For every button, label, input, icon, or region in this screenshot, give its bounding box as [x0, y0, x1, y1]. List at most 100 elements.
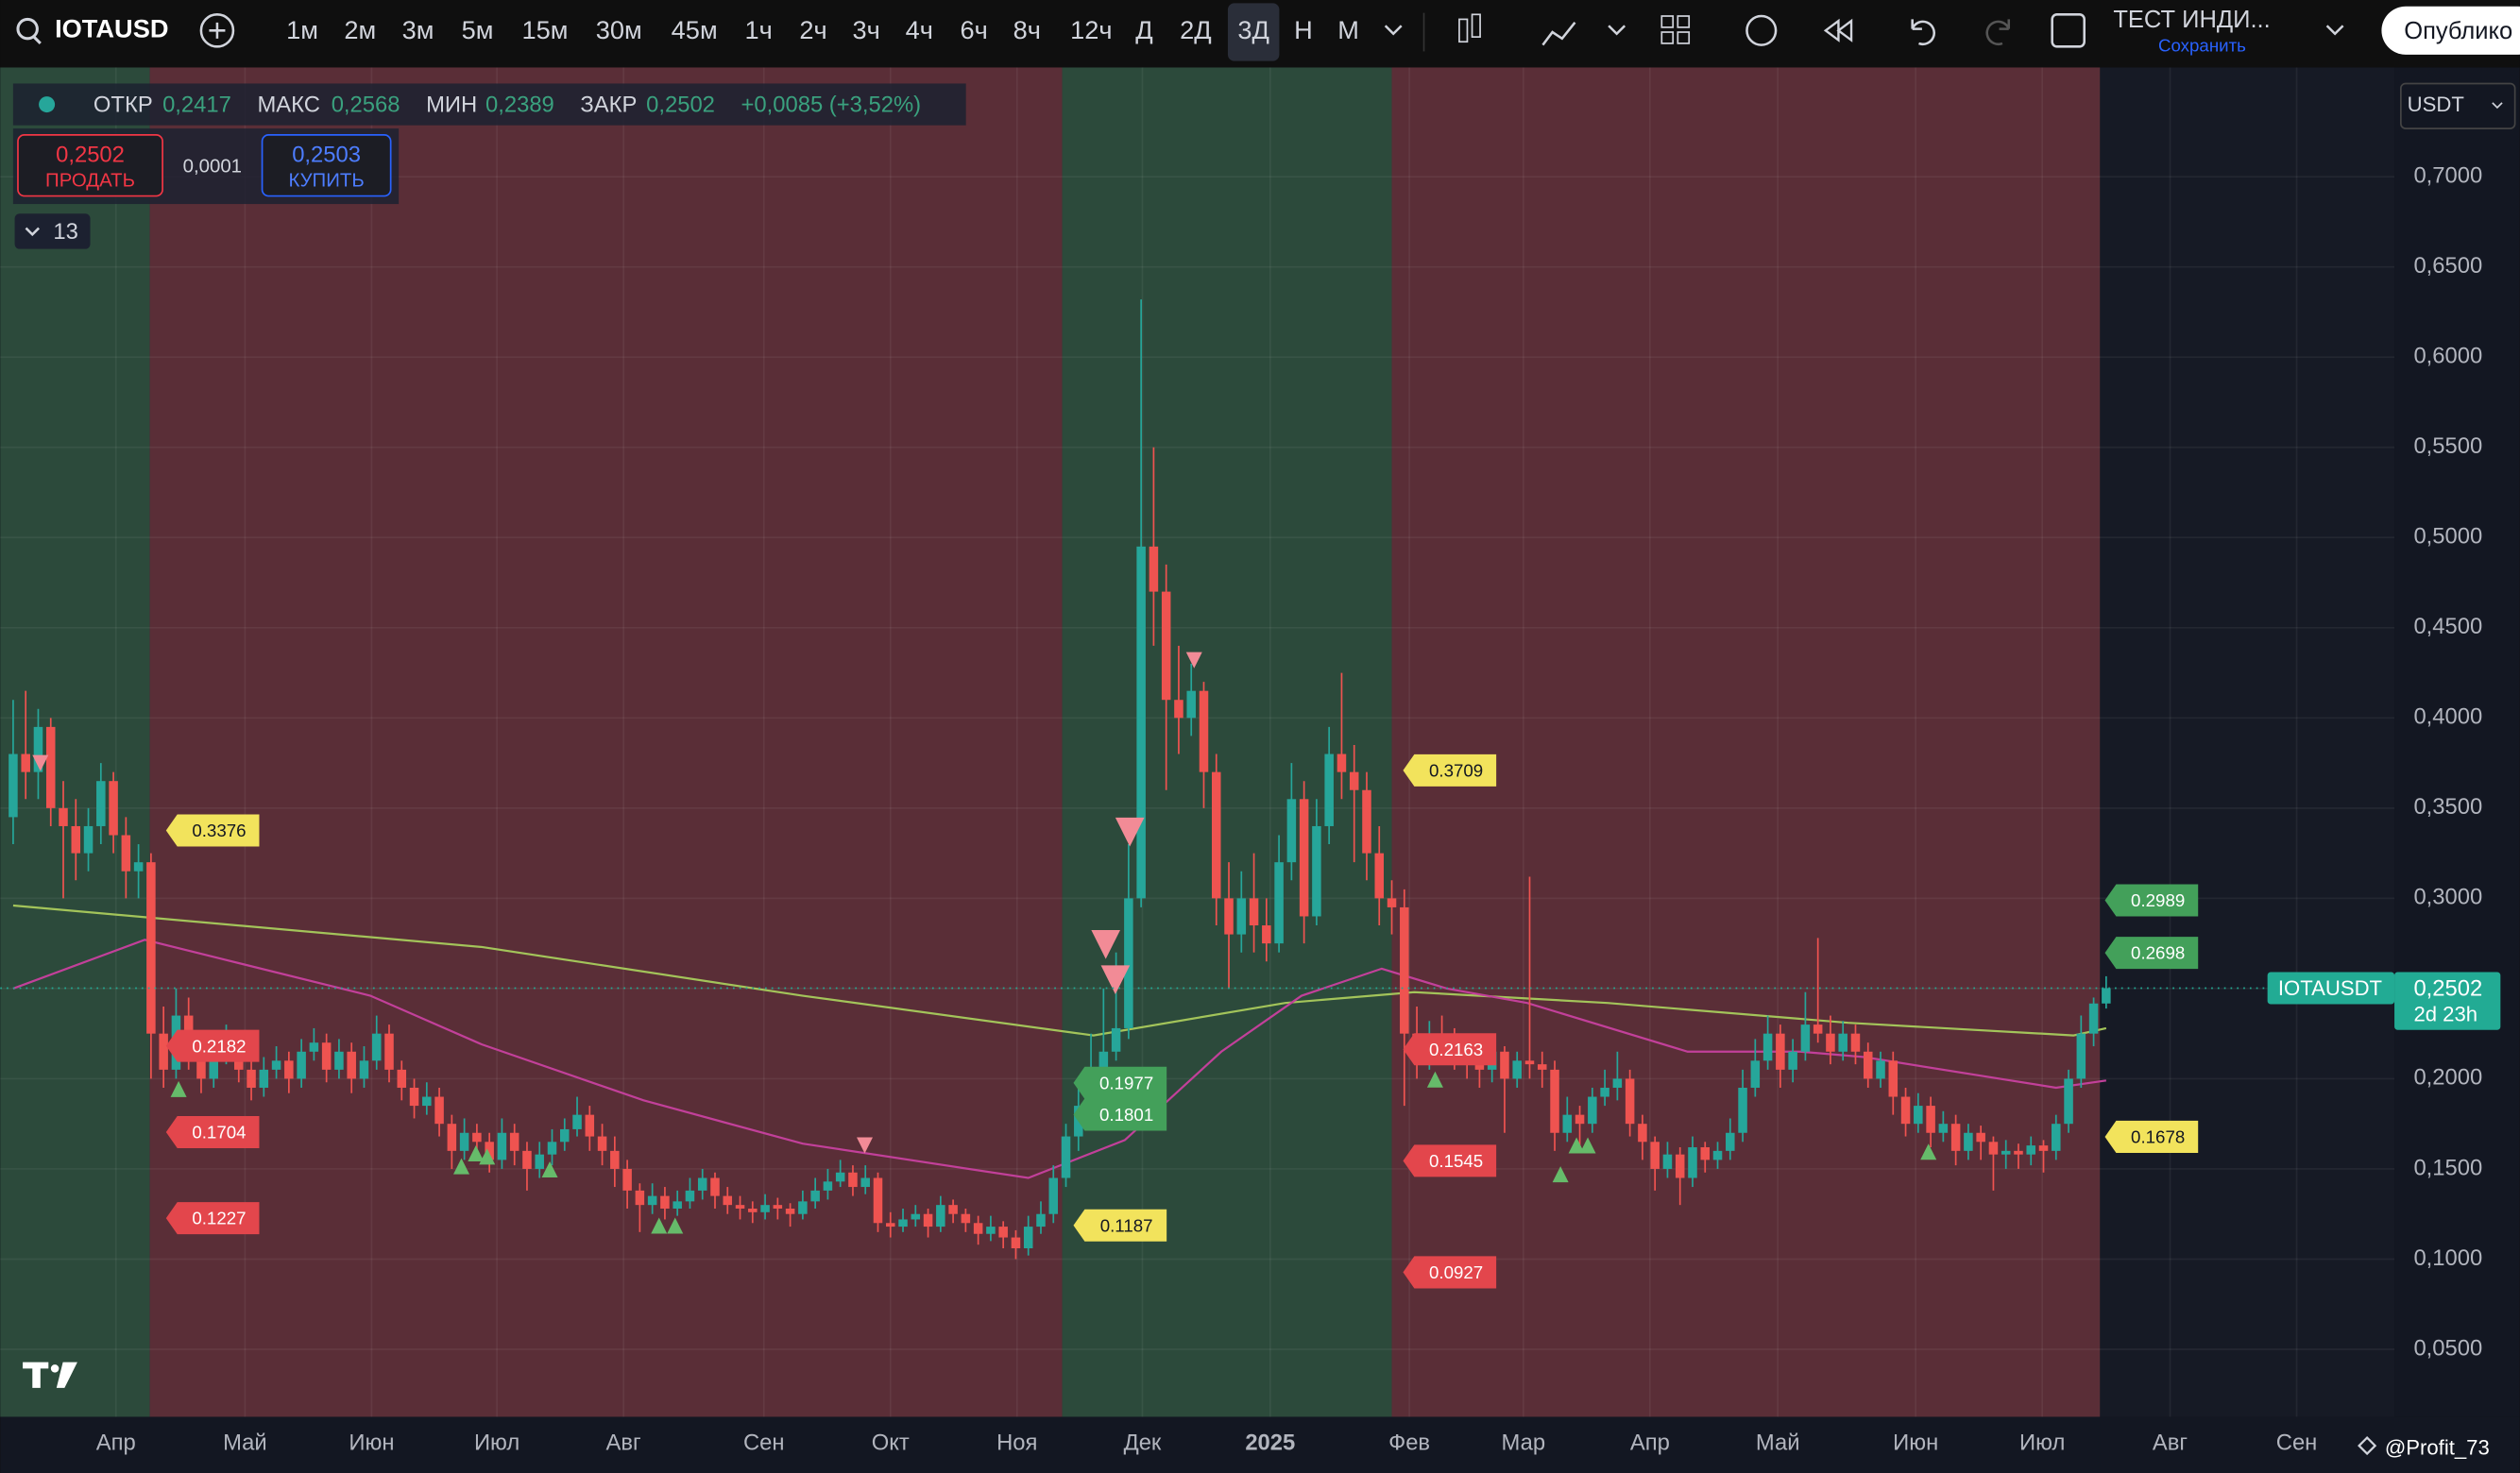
candle-body [810, 1190, 820, 1202]
x-tick-label: Апр [96, 1431, 136, 1456]
search-icon [32, 36, 42, 45]
candle-body [1926, 1106, 1935, 1133]
buy-signal [468, 1144, 485, 1161]
layout-name[interactable]: ТЕСТ ИНДИ... [2113, 7, 2270, 33]
candle-body [1800, 1024, 1811, 1052]
undo-icon[interactable] [1911, 19, 1935, 45]
alert-icon[interactable] [1745, 14, 1778, 46]
chevron [2492, 102, 2503, 110]
currency-selector[interactable] [2400, 82, 2516, 129]
candle-body [1726, 1132, 1735, 1151]
candle-body [522, 1150, 532, 1169]
candle-body [1750, 1060, 1761, 1088]
save-button[interactable]: Сохранить [2158, 35, 2246, 55]
candle-body [1274, 862, 1284, 944]
candle-body [647, 1195, 657, 1206]
interval[interactable]: 15м [521, 15, 568, 44]
candle-body [1762, 1033, 1773, 1061]
candle-body [961, 1213, 971, 1224]
layout-dropdown[interactable] [2325, 25, 2344, 36]
interval-selected[interactable] [1227, 3, 1280, 61]
candle-body [873, 1177, 883, 1224]
y-tick-label: 0,5000 [2413, 524, 2482, 550]
moving-average [12, 939, 2107, 1179]
legend-change: +0,0085 (+3,52%) [741, 93, 922, 118]
interval[interactable]: 2Д [1180, 15, 1212, 44]
symbol[interactable]: IOTAUSD [55, 14, 168, 43]
price-tag-label: 0.1187 [1100, 1215, 1153, 1235]
price-tag-label: 0.3376 [192, 821, 246, 840]
indicators-icon[interactable] [1541, 22, 1626, 46]
search-icon[interactable] [16, 17, 39, 41]
price-tag [165, 814, 260, 847]
x-tick-label: Сен [2276, 1431, 2318, 1456]
interval[interactable]: 6ч [961, 15, 988, 44]
y-tick-label: 0,6000 [2413, 344, 2482, 369]
symbol-tag-label: IOTAUSDT [2278, 976, 2382, 1000]
add-symbol[interactable] [199, 13, 235, 48]
publish-label: Опублико [2404, 18, 2512, 44]
interval[interactable]: 3ч [853, 15, 880, 44]
buy-button[interactable] [261, 134, 392, 197]
interval[interactable]: 1ч [745, 15, 773, 44]
candle-body [622, 1168, 632, 1191]
interval[interactable]: 12ч [1070, 15, 1112, 44]
candle-body [1374, 853, 1385, 899]
y-tick-label: 0,1000 [2413, 1245, 2482, 1271]
candles-icon[interactable] [1458, 13, 1481, 43]
x-tick-label: Май [1756, 1431, 1800, 1456]
buy-signal [1426, 1071, 1443, 1088]
legend-items: ОТКР 0,2417 МАКС 0,2568 МИН 0,2389 ЗАКР 0,2502 [94, 93, 715, 118]
price-tag [1403, 1256, 1497, 1289]
candle-body [710, 1177, 720, 1196]
x-tick-label: Дек [1124, 1431, 1162, 1456]
interval[interactable]: 45м [672, 15, 718, 44]
candle-body [1625, 1078, 1635, 1125]
sell-signal [1091, 929, 1120, 959]
redo-icon[interactable] [1985, 19, 2011, 45]
replay-icon[interactable] [1823, 18, 1853, 42]
candle-body [798, 1201, 808, 1214]
interval[interactable]: 4ч [906, 15, 933, 44]
candle-body [697, 1177, 707, 1191]
candle-body [673, 1201, 682, 1209]
price-tag-label: 0.1801 [1099, 1105, 1153, 1125]
interval[interactable]: 1м [286, 15, 318, 44]
candle-body [1299, 799, 1309, 917]
x-tick-label: Апр [1630, 1431, 1670, 1456]
interval[interactable]: Д [1135, 15, 1152, 44]
candle-body [397, 1069, 407, 1088]
templates-icon[interactable] [1660, 15, 1691, 44]
candle-body [1738, 1087, 1747, 1133]
interval[interactable]: 2ч [799, 15, 826, 44]
candle-body [1036, 1213, 1046, 1228]
buy-signal [452, 1158, 470, 1175]
layout-icon[interactable] [2051, 13, 2086, 48]
interval[interactable]: 2м [344, 15, 376, 44]
publish-button[interactable] [2381, 6, 2520, 55]
buy-signal [667, 1217, 684, 1234]
sell-button[interactable] [17, 134, 163, 197]
candle-body [2001, 1150, 2011, 1155]
plot: 0,7000 0,6500 0,6000 0,5500 0,5000 0,4500 0,40… [0, 67, 2501, 1456]
legend: ОТКР 0,2417 МАКС 0,2568 МИН 0,2389 ЗАКР 0,2502 … [12, 83, 966, 126]
price-tag [2104, 1120, 2199, 1153]
interval[interactable]: М [1337, 15, 1359, 44]
indicators-toggle[interactable] [14, 213, 91, 249]
interval[interactable]: 3Д [1237, 15, 1269, 44]
candle-body [911, 1213, 921, 1220]
interval[interactable]: Н [1294, 15, 1313, 44]
interval[interactable]: 3м [402, 15, 434, 44]
countdown: 2d 23h [2413, 1002, 2477, 1025]
time-axis-background [0, 1416, 2520, 1473]
interval[interactable]: 30м [596, 15, 642, 44]
watermark-text: @Profit_73 [2385, 1435, 2490, 1459]
candle-body [986, 1227, 996, 1234]
interval[interactable]: 8ч [1013, 15, 1041, 44]
candle-body [133, 862, 144, 872]
candle-body [2038, 1145, 2049, 1151]
price-tag [165, 1115, 260, 1148]
tradingview-logo [23, 1362, 77, 1388]
interval-dropdown[interactable] [1384, 25, 1403, 36]
interval[interactable]: 5м [462, 15, 494, 44]
